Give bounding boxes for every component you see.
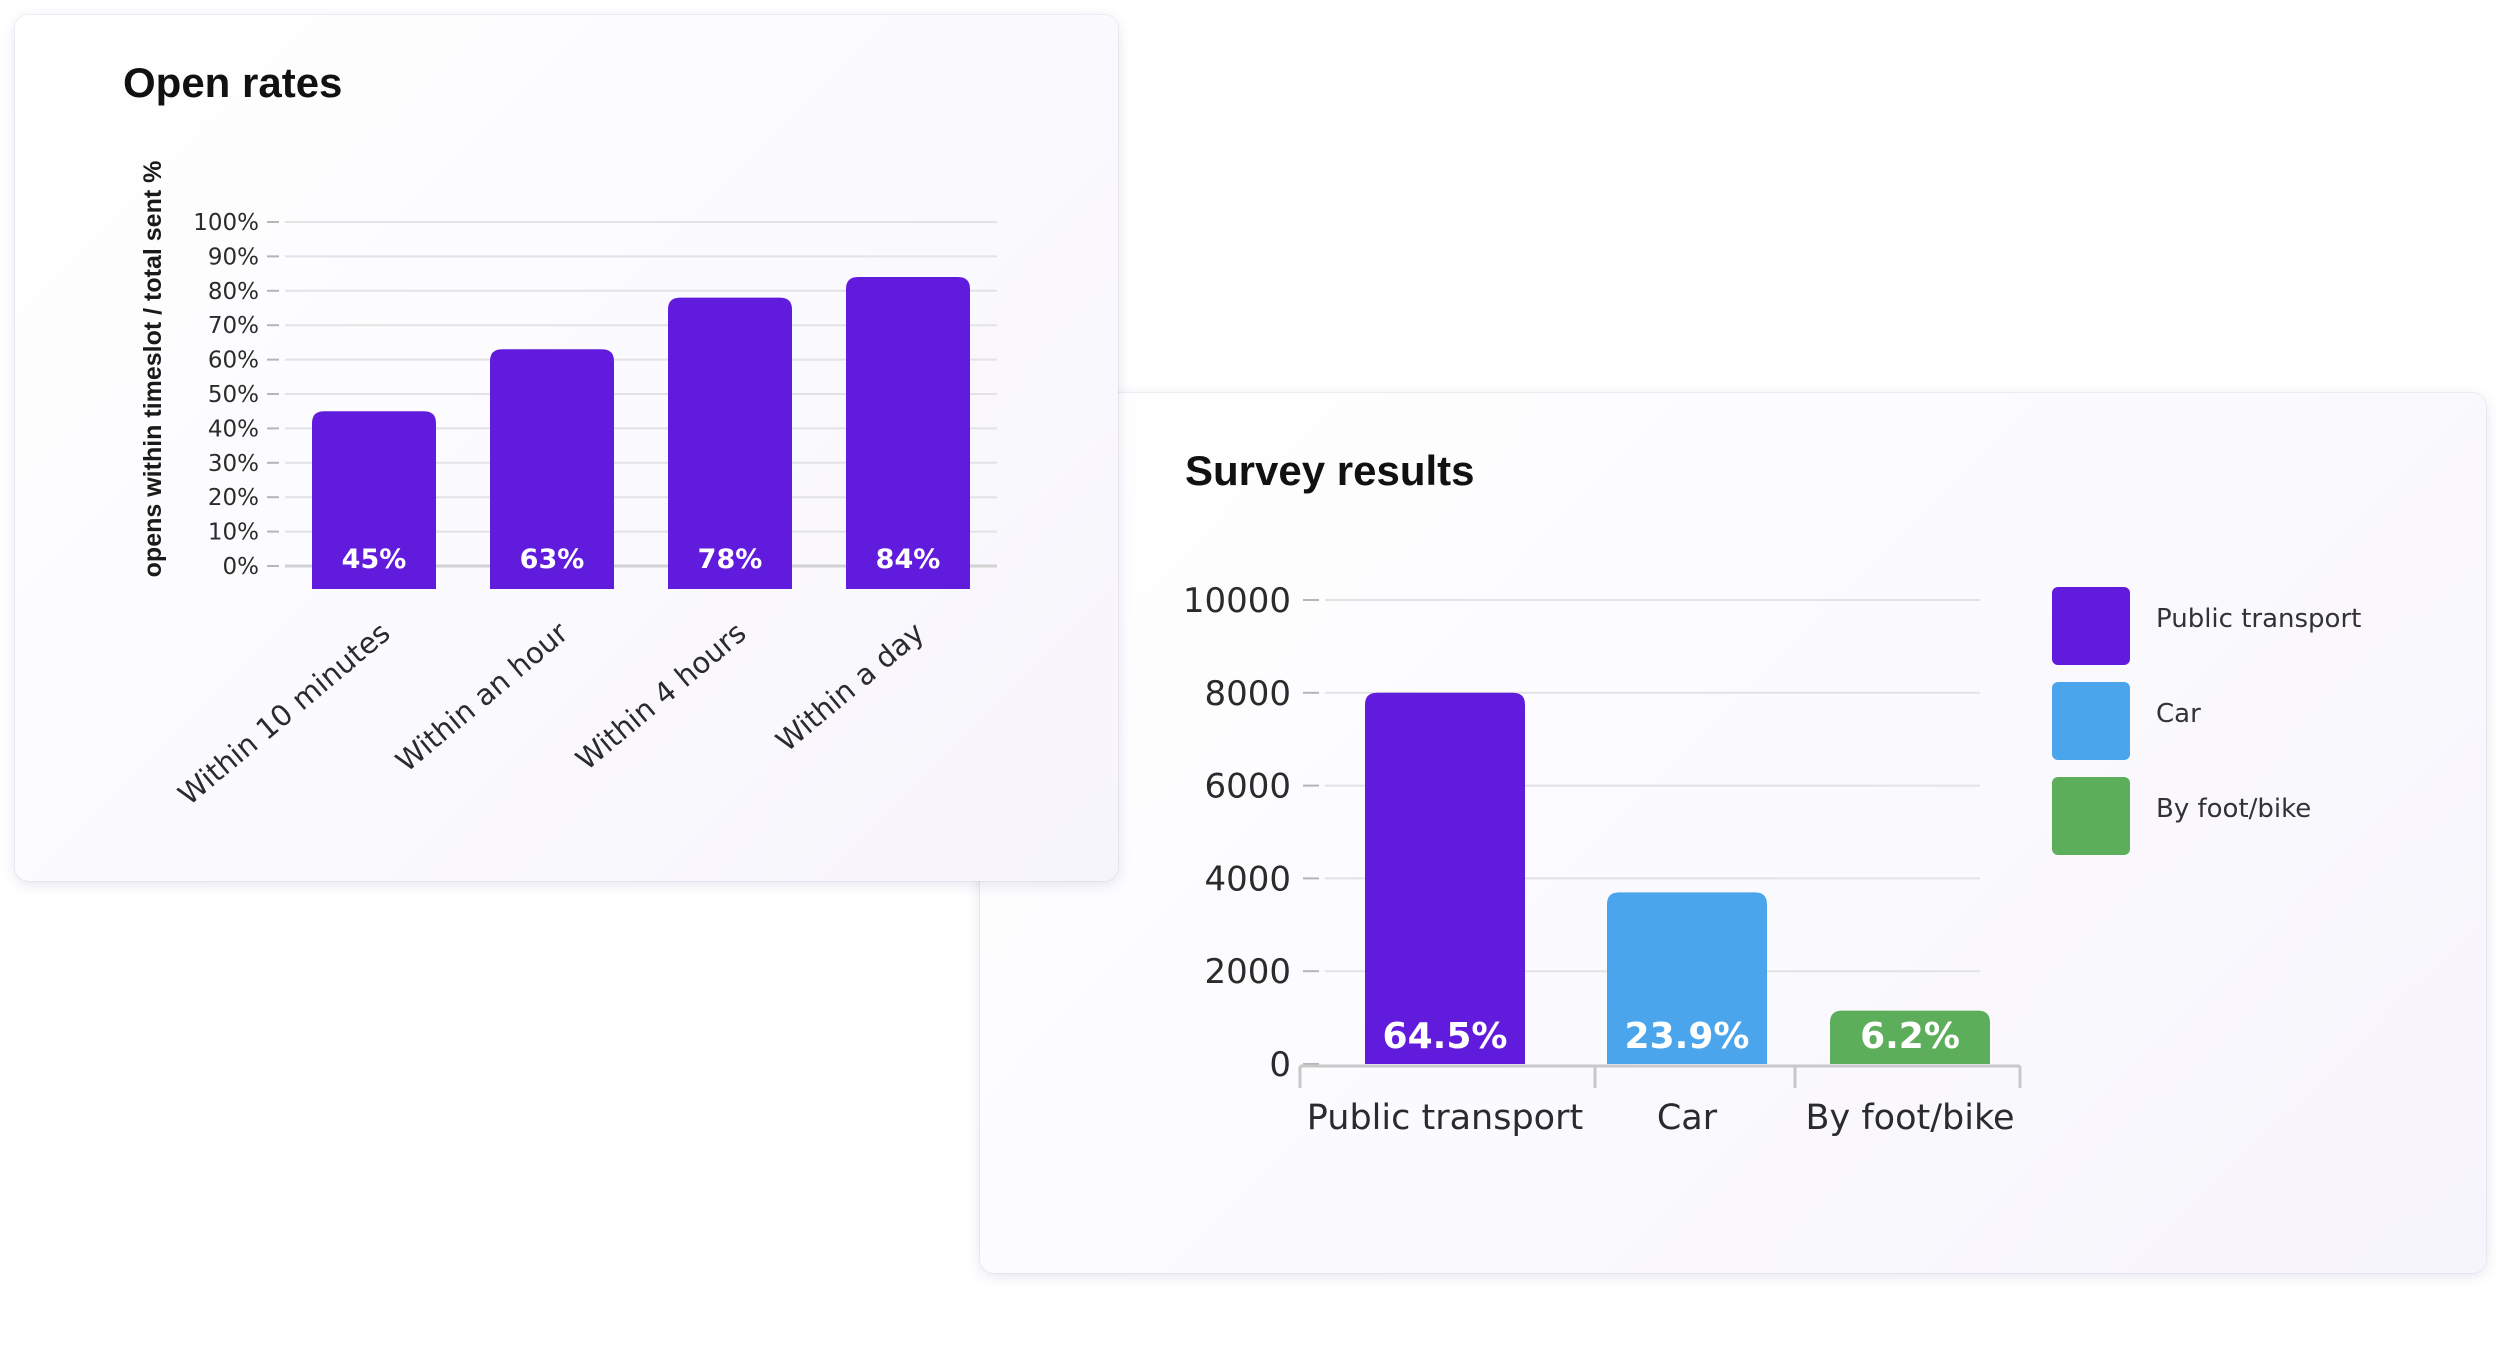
bar bbox=[1365, 692, 1525, 1064]
survey-chart-title: Survey results bbox=[1185, 447, 1475, 494]
y-tick-label: 6000 bbox=[1204, 767, 1291, 807]
open-rates-chart-title: Open rates bbox=[123, 59, 343, 106]
y-axis-label: opens within timeslot / total sent % bbox=[139, 161, 167, 578]
x-tick-label: Within 4 hours bbox=[569, 615, 752, 776]
x-tick-label: Public transport bbox=[1307, 1098, 1583, 1138]
y-tick-label: 30% bbox=[208, 451, 259, 477]
data-label: 78% bbox=[698, 544, 763, 575]
y-tick-label: 70% bbox=[208, 313, 259, 339]
y-tick-label: 100% bbox=[193, 210, 259, 236]
y-tick-label: 8000 bbox=[1204, 674, 1291, 714]
data-label: 6.2% bbox=[1860, 1016, 1960, 1057]
survey-results-chart: 0 2000 4000 6000 8000 10000 64.5% Public transp… bbox=[1183, 581, 2362, 1138]
y-tick-label: 50% bbox=[208, 382, 259, 408]
survey-results-card: Survey results 0 2000 4000 6000 8000 10000 64.… bbox=[980, 393, 2486, 1273]
bar bbox=[668, 297, 792, 589]
y-tick-label: 40% bbox=[208, 416, 259, 442]
x-tick-label: By foot/bike bbox=[1805, 1098, 2014, 1138]
legend-label: By foot/bike bbox=[2156, 794, 2311, 824]
bar bbox=[1607, 892, 1767, 1064]
y-tick-label: 20% bbox=[208, 485, 259, 511]
legend-swatch bbox=[2052, 777, 2130, 855]
y-tick-label: 10000 bbox=[1183, 581, 1291, 621]
x-tick-label: Within a day bbox=[769, 615, 930, 758]
y-tick-label: 4000 bbox=[1204, 859, 1291, 899]
legend-label: Public transport bbox=[2156, 604, 2361, 634]
x-tick-label: Within an hour bbox=[389, 615, 574, 778]
open-rates-chart: 0% 10% 20% 30% 40% 50% 60% 70% 80% 90% 100% opens w… bbox=[139, 161, 997, 812]
data-label: 64.5% bbox=[1383, 1016, 1508, 1057]
x-tick-label: Within 10 minutes bbox=[172, 615, 397, 811]
y-tick-label: 10% bbox=[208, 520, 259, 546]
legend-swatch bbox=[2052, 587, 2130, 665]
legend-label: Car bbox=[2156, 699, 2201, 729]
y-tick-label: 60% bbox=[208, 348, 259, 374]
data-label: 63% bbox=[520, 544, 585, 575]
y-tick-label: 90% bbox=[208, 244, 259, 270]
y-tick-label: 0% bbox=[223, 554, 260, 580]
bar bbox=[312, 411, 436, 589]
legend-swatch bbox=[2052, 682, 2130, 760]
open-rates-card: Open rates 0% 10% 20% 30% 40% 50% 60% 70% 80% 90%… bbox=[15, 15, 1118, 881]
y-tick-label: 2000 bbox=[1204, 952, 1291, 992]
bar bbox=[1830, 1010, 1990, 1064]
data-label: 23.9% bbox=[1625, 1016, 1750, 1057]
x-tick-label: Car bbox=[1657, 1098, 1718, 1138]
y-tick-label: 80% bbox=[208, 279, 259, 305]
data-label: 84% bbox=[876, 544, 941, 575]
y-tick-label: 0 bbox=[1269, 1045, 1291, 1085]
bar bbox=[846, 277, 970, 589]
bar bbox=[490, 349, 614, 589]
data-label: 45% bbox=[342, 544, 407, 575]
